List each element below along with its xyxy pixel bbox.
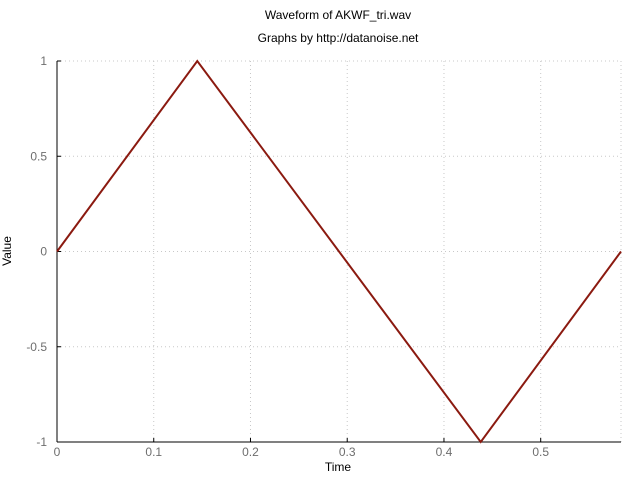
x-tick-label: 0.4 [436, 445, 453, 459]
ticks: 0 0.1 0.2 0.3 0.4 0.5 -1 -0.5 0 0.5 1 [26, 54, 549, 459]
y-tick-label: -0.5 [26, 340, 47, 354]
x-tick-label: 0.1 [145, 445, 162, 459]
chart-subtitle: Graphs by http://datanoise.net [258, 31, 419, 45]
x-tick-label: 0 [54, 445, 61, 459]
x-tick-label: 0.2 [242, 445, 259, 459]
series-line [56, 59, 622, 444]
y-tick-label: 0 [40, 245, 47, 259]
x-axis-label: Time [325, 460, 352, 474]
y-tick-label: 1 [40, 54, 47, 68]
x-tick-label: 0.3 [339, 445, 356, 459]
series-layer [56, 59, 622, 444]
y-axis-label: Value [0, 236, 14, 266]
y-tick-label: 0.5 [30, 149, 47, 163]
y-tick-label: -1 [36, 435, 47, 449]
x-tick-label: 0.5 [532, 445, 549, 459]
chart-title: Waveform of AKWF_tri.wav [265, 8, 411, 22]
